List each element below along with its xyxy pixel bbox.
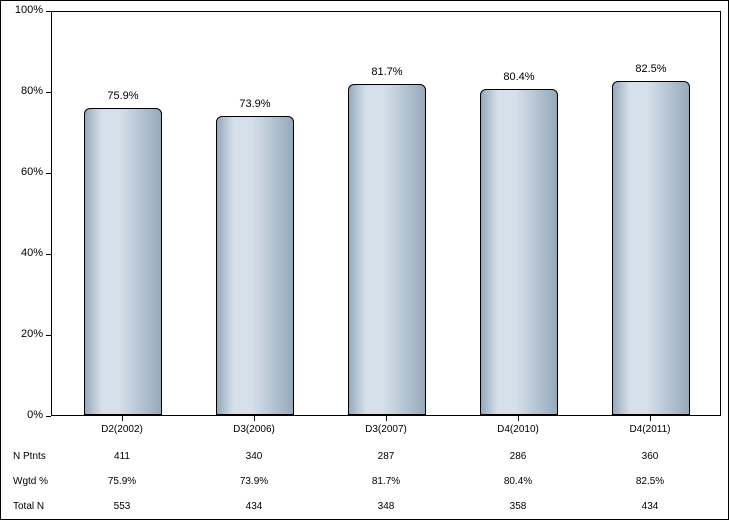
table-cell: 553	[72, 501, 172, 512]
y-tick	[46, 254, 51, 255]
bar-value-label: 75.9%	[64, 90, 182, 102]
table-cell: 360	[600, 451, 700, 462]
table-cell: 411	[72, 451, 172, 462]
table-cell: 81.7%	[336, 476, 436, 487]
table-cell: 80.4%	[468, 476, 568, 487]
table-cell: 434	[204, 501, 304, 512]
x-tick	[650, 416, 651, 421]
table-row-label: N Ptnts	[13, 451, 46, 462]
table-row-label: Total N	[13, 501, 44, 512]
bar-value-label: 73.9%	[196, 98, 314, 110]
table-cell: 75.9%	[72, 476, 172, 487]
table-cell: 73.9%	[204, 476, 304, 487]
chart-container: 75.9% 73.9% 81.7% 80.4% 82.5% 0% 20% 40% 60% 80%…	[0, 0, 729, 520]
y-axis-label: 40%	[5, 247, 43, 259]
y-axis-label: 20%	[5, 328, 43, 340]
x-tick	[122, 416, 123, 421]
x-category-label: D4(2010)	[468, 424, 568, 435]
table-row-label: Wgtd %	[13, 476, 48, 487]
y-axis-label: 60%	[5, 166, 43, 178]
y-axis-label: 80%	[5, 85, 43, 97]
x-category-label: D3(2006)	[204, 424, 304, 435]
table-cell: 340	[204, 451, 304, 462]
y-tick	[46, 11, 51, 12]
y-tick	[46, 92, 51, 93]
table-cell: 348	[336, 501, 436, 512]
table-cell: 286	[468, 451, 568, 462]
bar	[348, 84, 426, 415]
bar-value-label: 81.7%	[328, 66, 446, 78]
bar	[480, 89, 558, 415]
plot-area: 75.9% 73.9% 81.7% 80.4% 82.5%	[51, 11, 721, 416]
x-tick	[386, 416, 387, 421]
bar	[612, 81, 690, 415]
y-tick	[46, 335, 51, 336]
y-axis-label: 100%	[5, 4, 43, 16]
y-axis-label: 0%	[5, 409, 43, 421]
table-cell: 434	[600, 501, 700, 512]
table-cell: 82.5%	[600, 476, 700, 487]
y-tick	[46, 416, 51, 417]
x-tick	[518, 416, 519, 421]
table-cell: 287	[336, 451, 436, 462]
x-tick	[254, 416, 255, 421]
x-category-label: D4(2011)	[600, 424, 700, 435]
table-cell: 358	[468, 501, 568, 512]
bar-value-label: 80.4%	[460, 71, 578, 83]
bar	[216, 116, 294, 415]
y-tick	[46, 173, 51, 174]
bar-value-label: 82.5%	[592, 63, 710, 75]
bar	[84, 108, 162, 415]
x-category-label: D2(2002)	[72, 424, 172, 435]
x-category-label: D3(2007)	[336, 424, 436, 435]
